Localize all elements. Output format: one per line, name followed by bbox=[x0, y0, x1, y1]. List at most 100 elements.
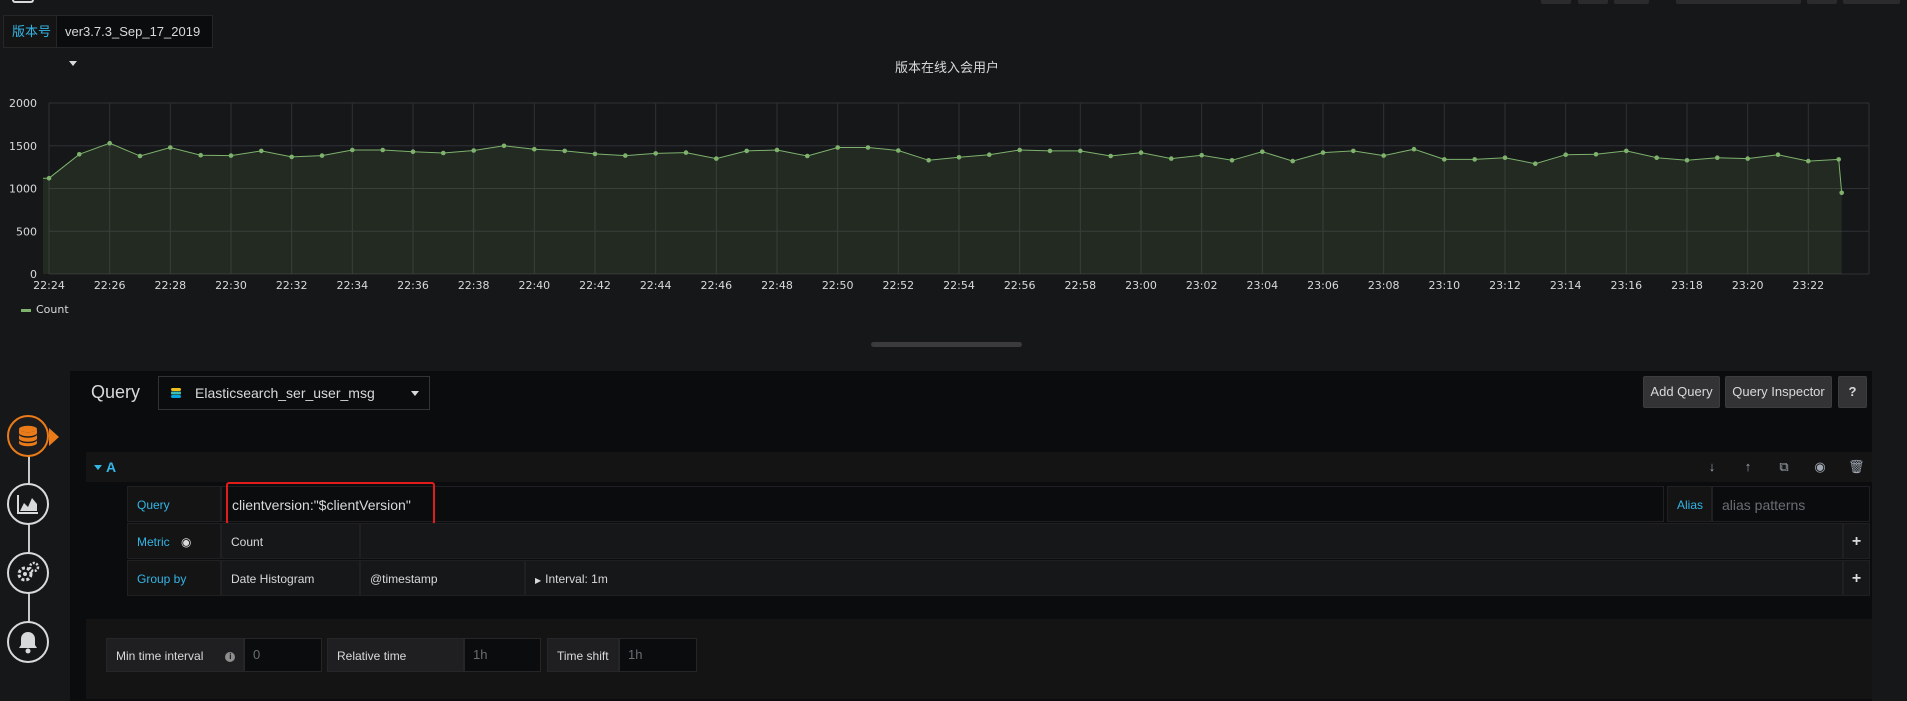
y-tick-label: 0 bbox=[30, 268, 37, 281]
data-point bbox=[1715, 155, 1720, 160]
data-point bbox=[1839, 190, 1844, 196]
data-point bbox=[137, 153, 143, 159]
min-interval-label: Min time interval i bbox=[106, 638, 244, 672]
help-button[interactable]: ? bbox=[1838, 376, 1867, 408]
toolbar-button[interactable] bbox=[1676, 0, 1801, 4]
x-tick-label: 22:34 bbox=[336, 279, 368, 292]
back-icon[interactable] bbox=[12, 0, 34, 3]
tab-queries[interactable] bbox=[7, 415, 49, 457]
info-icon[interactable]: i bbox=[225, 651, 236, 662]
query-label: Query bbox=[127, 486, 221, 522]
time-shift-input[interactable]: 1h bbox=[619, 638, 697, 672]
data-point bbox=[1442, 157, 1447, 162]
query-inspector-button[interactable]: Query Inspector bbox=[1725, 376, 1832, 408]
data-point bbox=[107, 140, 112, 146]
data-point bbox=[1351, 148, 1356, 154]
data-point bbox=[1078, 148, 1083, 154]
tab-general[interactable] bbox=[7, 552, 49, 594]
data-point bbox=[1533, 161, 1538, 166]
x-tick-label: 22:32 bbox=[276, 279, 308, 292]
tab-alert[interactable] bbox=[7, 621, 49, 663]
data-point bbox=[744, 148, 749, 154]
x-tick-label: 22:24 bbox=[33, 279, 65, 292]
legend-swatch bbox=[21, 309, 31, 312]
data-point bbox=[865, 145, 871, 150]
x-tick-label: 23:14 bbox=[1550, 279, 1582, 292]
panel-resize-handle[interactable] bbox=[871, 342, 1022, 347]
toggle-visibility-icon[interactable]: ◉ bbox=[1814, 459, 1826, 474]
data-point bbox=[259, 148, 264, 154]
groupby-interval-text: Interval: 1m bbox=[545, 572, 608, 586]
metric-label-text: Metric bbox=[137, 535, 170, 549]
data-point bbox=[1836, 157, 1841, 162]
elasticsearch-icon bbox=[171, 388, 181, 398]
delete-icon[interactable]: 🗑 bbox=[1848, 459, 1865, 474]
x-tick-label: 23:02 bbox=[1186, 279, 1218, 292]
data-point bbox=[1138, 150, 1144, 155]
groupby-interval-toggle[interactable]: ▶ Interval: 1m bbox=[525, 560, 1843, 596]
groupby-field-select[interactable]: @timestamp bbox=[360, 560, 525, 596]
add-metric-button[interactable]: + bbox=[1843, 523, 1870, 559]
time-shift-label: Time shift bbox=[547, 638, 619, 672]
data-point bbox=[410, 149, 416, 154]
toolbar-button[interactable] bbox=[1541, 0, 1571, 4]
query-ref-id[interactable]: A bbox=[106, 459, 117, 475]
toolbar-button[interactable] bbox=[1843, 0, 1900, 4]
database-icon bbox=[19, 425, 37, 447]
add-groupby-button[interactable]: + bbox=[1843, 560, 1870, 596]
x-tick-label: 22:28 bbox=[154, 279, 186, 292]
collapse-caret-icon[interactable] bbox=[94, 465, 102, 470]
data-point bbox=[562, 148, 567, 154]
alias-input[interactable]: alias patterns bbox=[1712, 486, 1870, 522]
x-tick-label: 23:18 bbox=[1671, 279, 1703, 292]
x-tick-label: 22:52 bbox=[882, 279, 914, 292]
data-point bbox=[1745, 156, 1750, 161]
chart-title: 版本在线入会用户 bbox=[895, 60, 999, 76]
add-query-button[interactable]: Add Query bbox=[1643, 376, 1720, 408]
series-line bbox=[43, 142, 1843, 193]
relative-time-input[interactable]: 1h bbox=[464, 638, 541, 672]
data-point bbox=[896, 148, 901, 153]
data-point bbox=[350, 147, 355, 153]
groupby-label: Group by bbox=[127, 560, 221, 596]
data-point bbox=[77, 152, 82, 157]
groupby-type-select[interactable]: Date Histogram bbox=[221, 560, 360, 596]
duplicate-icon[interactable]: ⧉ bbox=[1779, 459, 1789, 474]
active-tab-pointer bbox=[49, 428, 59, 446]
datasource-picker[interactable]: Elasticsearch_ser_user_msg bbox=[158, 376, 430, 410]
toolbar-button[interactable] bbox=[1578, 0, 1608, 4]
data-point bbox=[653, 151, 658, 156]
data-point bbox=[592, 151, 598, 157]
move-up-icon[interactable]: ↑ bbox=[1744, 459, 1752, 474]
eye-icon[interactable]: ◉ bbox=[181, 535, 192, 549]
x-tick-label: 22:50 bbox=[822, 279, 854, 292]
data-point bbox=[501, 143, 507, 149]
x-tick-label: 22:42 bbox=[579, 279, 611, 292]
data-point bbox=[683, 150, 689, 155]
min-interval-input[interactable]: 0 bbox=[244, 638, 322, 672]
data-point bbox=[805, 153, 810, 159]
x-tick-label: 23:20 bbox=[1732, 279, 1764, 292]
data-point bbox=[1199, 152, 1204, 158]
caret-right-icon: ▶ bbox=[535, 576, 542, 585]
x-tick-label: 23:10 bbox=[1428, 279, 1460, 292]
x-tick-label: 23:08 bbox=[1368, 279, 1400, 292]
data-point bbox=[1260, 149, 1265, 154]
move-down-icon[interactable]: ↓ bbox=[1708, 459, 1716, 474]
tab-visualization[interactable] bbox=[7, 483, 49, 525]
query-input[interactable]: clientversion:"$clientVersion" bbox=[221, 486, 1664, 522]
x-tick-label: 22:36 bbox=[397, 279, 429, 292]
x-tick-label: 22:44 bbox=[640, 279, 672, 292]
metric-type-select[interactable]: Count bbox=[221, 523, 360, 559]
metric-label: Metric ◉ bbox=[127, 523, 221, 559]
datasource-name: Elasticsearch_ser_user_msg bbox=[195, 385, 375, 401]
time-series-chart[interactable]: 版本在线入会用户 0 500 1000 1500 2000 22:24 22:26 22:28 2… bbox=[0, 55, 1907, 325]
data-point bbox=[1169, 156, 1174, 161]
rail-connector bbox=[28, 420, 30, 660]
data-point bbox=[1806, 158, 1811, 164]
x-tick-label: 23:00 bbox=[1125, 279, 1157, 292]
toolbar-button[interactable] bbox=[1614, 0, 1649, 4]
caret-down-icon bbox=[69, 61, 77, 67]
variable-dropdown[interactable]: ver3.7.3_Sep_17_2019 bbox=[56, 15, 213, 67]
toolbar-button[interactable] bbox=[1807, 0, 1837, 4]
